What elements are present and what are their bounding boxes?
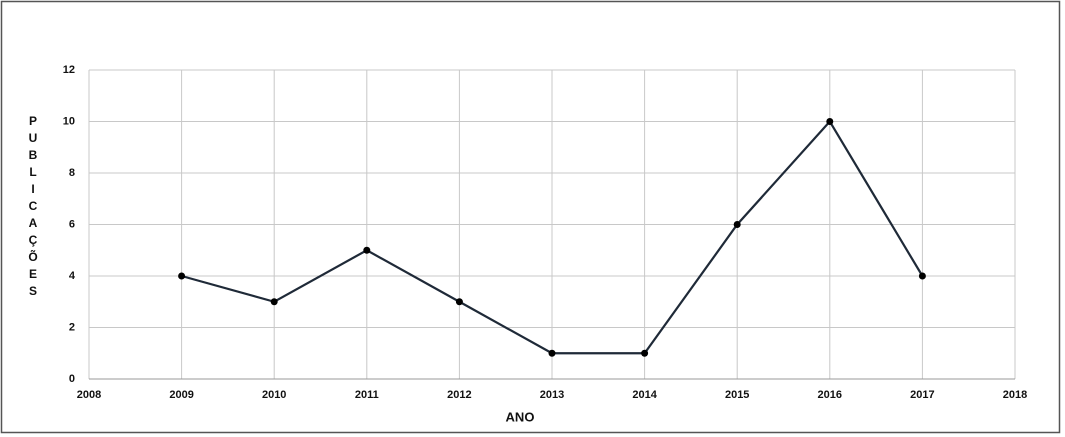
y-axis-label: PUBLICAÇÕES bbox=[26, 114, 40, 301]
x-tick-label: 2016 bbox=[818, 389, 842, 401]
data-point bbox=[733, 221, 741, 228]
data-point bbox=[455, 298, 463, 306]
x-axis-label: ANO bbox=[506, 409, 535, 424]
y-tick-label: 4 bbox=[69, 270, 76, 282]
x-tick-label: 2018 bbox=[1003, 389, 1027, 401]
y-tick-label: 12 bbox=[63, 64, 75, 76]
data-point bbox=[178, 272, 186, 280]
data-point bbox=[270, 298, 278, 306]
x-tick-label: 2014 bbox=[632, 389, 657, 401]
x-tick-label: 2009 bbox=[169, 389, 193, 401]
y-tick-label: 10 bbox=[63, 115, 75, 127]
x-tick-label: 2010 bbox=[262, 389, 286, 401]
y-tick-label: 8 bbox=[69, 167, 75, 179]
data-point bbox=[918, 272, 926, 280]
x-tick-label: 2017 bbox=[910, 389, 934, 401]
x-tick-label: 2008 bbox=[77, 389, 101, 401]
x-tick-label: 2015 bbox=[725, 389, 749, 401]
data-point bbox=[826, 118, 834, 125]
x-tick-label: 2013 bbox=[540, 389, 564, 401]
x-tick-label: 2012 bbox=[447, 389, 471, 401]
data-point bbox=[548, 349, 556, 357]
y-tick-label: 0 bbox=[69, 373, 75, 385]
x-tick-label: 2011 bbox=[355, 389, 379, 401]
data-point bbox=[363, 246, 371, 254]
y-tick-label: 6 bbox=[69, 218, 75, 230]
data-point bbox=[641, 349, 649, 357]
y-tick-label: 2 bbox=[69, 321, 75, 333]
